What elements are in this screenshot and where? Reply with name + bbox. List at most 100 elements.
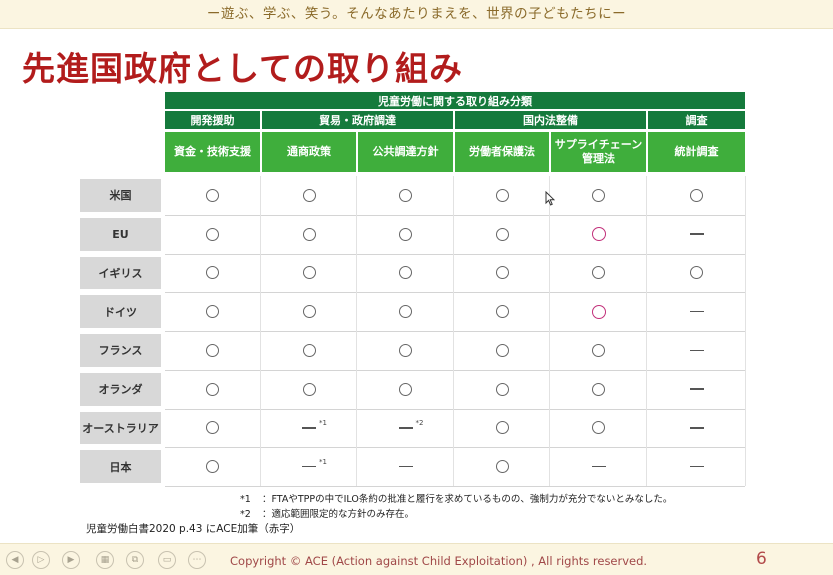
- circle-mark: [399, 266, 412, 280]
- row-divider: [165, 369, 745, 371]
- circle-mark: [495, 343, 509, 357]
- table-top-header: 児童労働に関する取り組み分類: [165, 92, 745, 109]
- footnote-mark: *1: [240, 494, 251, 505]
- table-cell: [648, 331, 745, 370]
- column-header: 公共調達方針: [358, 132, 453, 172]
- table-cell: [358, 176, 453, 215]
- table-cell: [551, 292, 646, 331]
- table-cell: [648, 447, 745, 486]
- circle-mark: [495, 227, 509, 241]
- circle-mark: [592, 421, 605, 435]
- table-cell: [455, 292, 549, 331]
- table-cell: [165, 447, 260, 486]
- table-cell: [262, 215, 356, 254]
- table-cell: [358, 447, 453, 486]
- table-cell: [358, 292, 453, 331]
- table-cell: [165, 292, 260, 331]
- footnote-ref: *1: [319, 419, 327, 428]
- circle-mark: [399, 382, 412, 396]
- row-divider: [165, 447, 745, 449]
- table-cell: [455, 370, 549, 409]
- circle-mark: [495, 382, 509, 396]
- slides-icon[interactable]: ▦: [96, 551, 114, 569]
- table-cell: [648, 215, 745, 254]
- table-cell: [551, 215, 646, 254]
- dash-mark: *2: [398, 419, 423, 429]
- footnote-text: ：FTAやTPPの中でILO条約の批准と履行を求めているものの、強制力が充分でな…: [262, 494, 673, 505]
- circle-mark: [495, 266, 509, 280]
- notes-icon[interactable]: ▭: [158, 551, 176, 569]
- circle-mark: [495, 421, 509, 435]
- table-cell: [262, 292, 356, 331]
- row-divider: [165, 253, 745, 255]
- dash-mark: *1: [302, 419, 327, 429]
- dash-mark: [591, 465, 606, 468]
- column-header: 資金・技術支援: [165, 132, 260, 172]
- table-cell: [262, 176, 356, 215]
- footnote-ref: *2: [415, 419, 424, 428]
- row-label: EU: [80, 217, 161, 251]
- copyright-text: Copyright © ACE (Action against Child Ex…: [230, 554, 648, 568]
- table-cell: [648, 292, 745, 331]
- circle-mark: [690, 188, 703, 202]
- footnote-mark: *2: [240, 509, 251, 520]
- table-cell: [358, 215, 453, 254]
- column-header: 労働者保護法: [455, 132, 549, 172]
- table-cell: [551, 176, 646, 215]
- circle-mark: [592, 266, 605, 280]
- circle-mark: [206, 382, 219, 396]
- row-label: 日本: [80, 450, 161, 483]
- table-cell: [648, 409, 745, 448]
- top-banner: ー遊ぶ、学ぶ、笑う。そんなあたりまえを、世界の子どもたちにー: [0, 0, 833, 29]
- circle-mark-added: [591, 227, 606, 242]
- table-cell: [551, 331, 646, 370]
- circle-mark: [495, 305, 509, 319]
- table-cell: [262, 331, 356, 370]
- circle-mark: [302, 227, 316, 241]
- circle-mark: [206, 227, 219, 241]
- column-divider: [745, 176, 746, 486]
- dash-mark: [689, 233, 704, 235]
- table-cell: [551, 254, 646, 293]
- table-cell: [165, 370, 260, 409]
- group-header: 調査: [648, 111, 745, 129]
- footnotes: *1 ：FTAやTPPの中でILO条約の批准と履行を求めているものの、強制力が充分…: [240, 492, 672, 522]
- circle-mark: [302, 343, 316, 357]
- table-cell: [648, 254, 745, 293]
- table-cell: [165, 254, 260, 293]
- table-cell: [551, 370, 646, 409]
- table-cell: *2: [358, 409, 453, 448]
- table-cell: [262, 254, 356, 293]
- footnote-ref: *1: [319, 457, 327, 466]
- circle-mark: [302, 305, 316, 319]
- row-divider: [165, 292, 745, 294]
- play-icon[interactable]: ▷: [32, 551, 50, 569]
- group-header: 貿易・政府調達: [262, 111, 453, 129]
- next-icon[interactable]: ▶: [62, 551, 80, 569]
- page-number: 6: [756, 549, 767, 569]
- column-divider: [453, 176, 454, 486]
- row-label: イギリス: [80, 256, 161, 290]
- column-divider: [356, 176, 357, 486]
- circle-mark: [206, 460, 219, 474]
- circle-mark: [399, 227, 412, 241]
- table-cell: *1: [262, 447, 356, 486]
- circle-mark: [690, 266, 703, 280]
- column-header: 通商政策: [262, 132, 356, 172]
- banner-text: ー遊ぶ、学ぶ、笑う。そんなあたりまえを、世界の子どもたちにー: [206, 6, 627, 22]
- footnote: *1 ：FTAやTPPの中でILO条約の批准と履行を求めているものの、強制力が充分…: [240, 492, 672, 507]
- table-cell: [455, 215, 549, 254]
- mouse-cursor-icon: [545, 190, 556, 210]
- dash-mark: *1: [302, 458, 327, 468]
- column-divider: [549, 176, 550, 486]
- table-cell: [165, 409, 260, 448]
- dash-mark: [689, 427, 704, 429]
- row-label: オーストラリア: [80, 411, 161, 445]
- copy-icon[interactable]: ⧉: [126, 551, 144, 569]
- prev-icon[interactable]: ◀: [6, 551, 24, 569]
- circle-mark: [399, 188, 412, 202]
- menu-icon[interactable]: ⋯: [188, 551, 206, 569]
- table-cell: [648, 370, 745, 409]
- circle-mark: [495, 188, 509, 202]
